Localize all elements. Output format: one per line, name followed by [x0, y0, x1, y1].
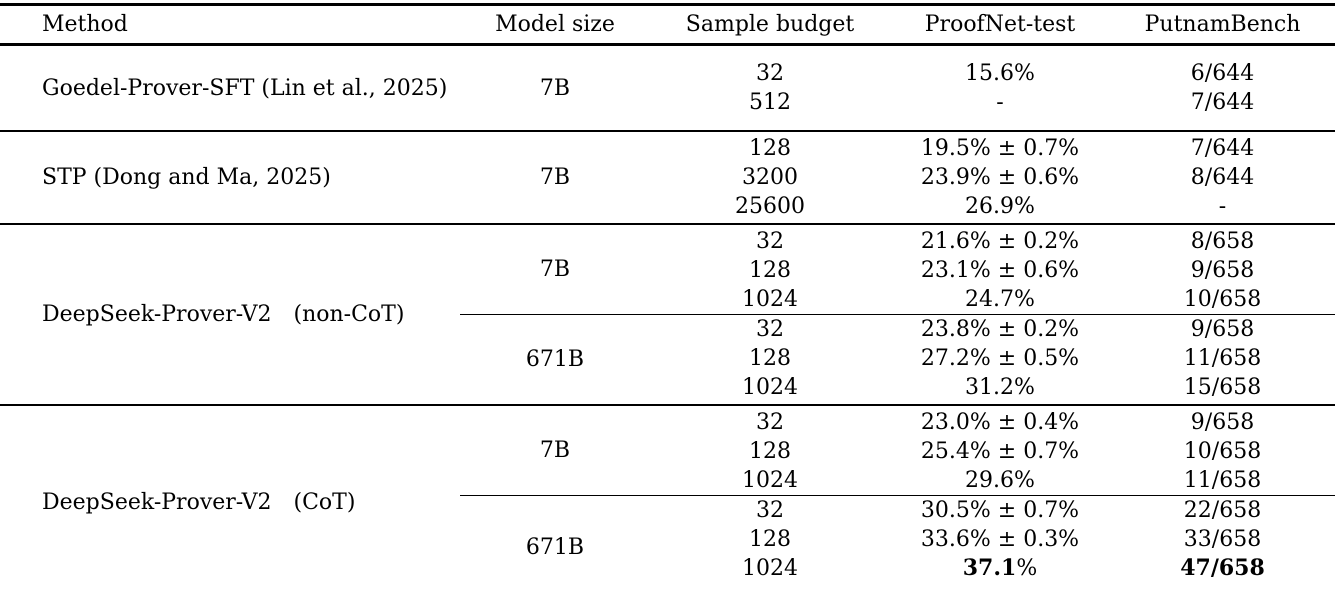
column-header-putnam: PutnamBench: [1110, 5, 1335, 45]
model-size-cell: 7B: [460, 405, 650, 496]
sample-budget-cell: 32: [650, 224, 890, 256]
sample-budget-cell: 32: [650, 496, 890, 526]
method-cell: DeepSeek-Prover-V2 (CoT): [0, 405, 460, 599]
sample-budget-cell: 1024: [650, 554, 890, 599]
proofnet-cell: 21.6% ± 0.2%: [890, 224, 1110, 256]
model-size-cell: 671B: [460, 496, 650, 599]
proofnet-cell: 27.2% ± 0.5%: [890, 344, 1110, 373]
method-cell: DeepSeek-Prover-V2 (non-CoT): [0, 224, 460, 405]
proofnet-cell: 37.1%: [890, 554, 1110, 599]
column-header-model-size: Model size: [460, 5, 650, 45]
putnam-cell: 47/658: [1110, 554, 1335, 599]
putnam-cell: 10/658: [1110, 285, 1335, 315]
putnam-cell: 7/644: [1110, 88, 1335, 131]
proofnet-cell: 23.8% ± 0.2%: [890, 315, 1110, 345]
putnam-cell: 15/658: [1110, 373, 1335, 405]
sample-budget-cell: 3200: [650, 163, 890, 192]
sample-budget-cell: 32: [650, 45, 890, 89]
proofnet-cell: 33.6% ± 0.3%: [890, 525, 1110, 554]
sample-budget-cell: 32: [650, 315, 890, 345]
sample-budget-cell: 1024: [650, 373, 890, 405]
proofnet-cell: 26.9%: [890, 192, 1110, 224]
putnam-cell: 10/658: [1110, 437, 1335, 466]
proofnet-cell: 23.0% ± 0.4%: [890, 405, 1110, 437]
putnam-value-bold: 47/658: [1180, 555, 1265, 581]
putnam-cell: 6/644: [1110, 45, 1335, 89]
sample-budget-cell: 1024: [650, 285, 890, 315]
sample-budget-cell: 128: [650, 131, 890, 163]
proofnet-cell: 31.2%: [890, 373, 1110, 405]
putnam-cell: -: [1110, 192, 1335, 224]
proofnet-value-bold: 37.1: [963, 555, 1017, 581]
sample-budget-cell: 128: [650, 437, 890, 466]
proofnet-value: %: [1016, 556, 1037, 581]
model-size-cell: 671B: [460, 315, 650, 406]
sample-budget-cell: 128: [650, 525, 890, 554]
putnam-cell: 8/658: [1110, 224, 1335, 256]
putnam-cell: 11/658: [1110, 466, 1335, 496]
putnam-cell: 7/644: [1110, 131, 1335, 163]
sample-budget-cell: 512: [650, 88, 890, 131]
proofnet-cell: 29.6%: [890, 466, 1110, 496]
proofnet-cell: 15.6%: [890, 45, 1110, 89]
proofnet-cell: 30.5% ± 0.7%: [890, 496, 1110, 526]
putnam-cell: 11/658: [1110, 344, 1335, 373]
proofnet-cell: 23.9% ± 0.6%: [890, 163, 1110, 192]
proofnet-cell: -: [890, 88, 1110, 131]
column-header-proofnet: ProofNet-test: [890, 5, 1110, 45]
sample-budget-cell: 1024: [650, 466, 890, 496]
putnam-cell: 9/658: [1110, 405, 1335, 437]
putnam-cell: 8/644: [1110, 163, 1335, 192]
putnam-cell: 22/658: [1110, 496, 1335, 526]
model-size-cell: 7B: [460, 224, 650, 315]
sample-budget-cell: 32: [650, 405, 890, 437]
model-size-cell: 7B: [460, 45, 650, 132]
column-header-method: Method: [0, 5, 460, 45]
proofnet-cell: 19.5% ± 0.7%: [890, 131, 1110, 163]
putnam-cell: 9/658: [1110, 315, 1335, 345]
sample-budget-cell: 25600: [650, 192, 890, 224]
model-size-cell: 7B: [460, 131, 650, 224]
method-cell: STP (Dong and Ma, 2025): [0, 131, 460, 224]
proofnet-cell: 23.1% ± 0.6%: [890, 256, 1110, 285]
column-header-sample-budget: Sample budget: [650, 5, 890, 45]
proofnet-cell: 24.7%: [890, 285, 1110, 315]
sample-budget-cell: 128: [650, 256, 890, 285]
sample-budget-cell: 128: [650, 344, 890, 373]
putnam-cell: 9/658: [1110, 256, 1335, 285]
method-cell: Goedel-Prover-SFT (Lin et al., 2025): [0, 45, 460, 132]
proofnet-cell: 25.4% ± 0.7%: [890, 437, 1110, 466]
putnam-cell: 33/658: [1110, 525, 1335, 554]
